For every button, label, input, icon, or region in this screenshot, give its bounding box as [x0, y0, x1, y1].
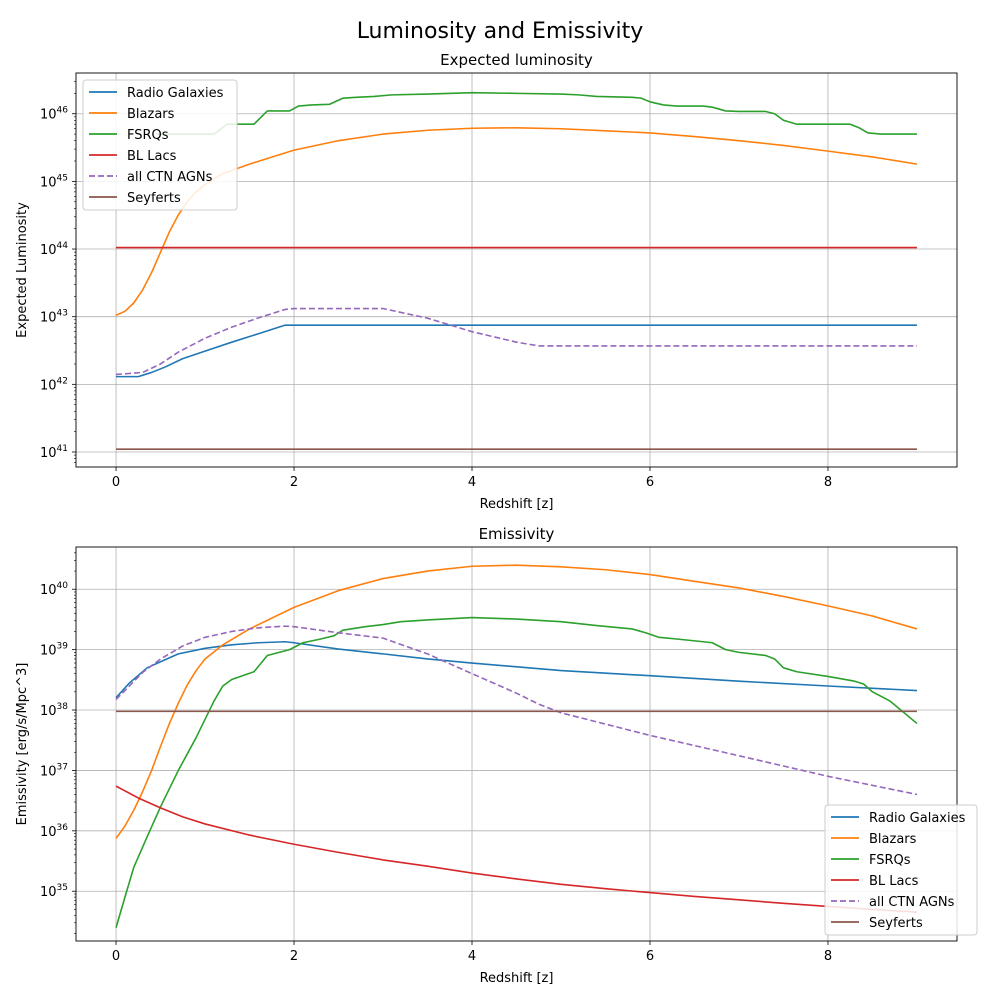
y-tick-label: 1036: [40, 823, 68, 840]
x-tick-label: 2: [290, 475, 298, 490]
chart-panel-1: 0 2 4 6 8 1041 1042 1043 1044 1045 1046 Expected lu…: [15, 51, 958, 512]
x-tick-label: 0: [112, 949, 120, 964]
y-tick-label: 1040: [40, 581, 68, 598]
series-line-fsrqs: [156, 91, 917, 135]
y-tick-label: 1035: [40, 883, 68, 900]
y-tick-label: 1046: [40, 106, 68, 123]
legend-entry: FSRQs: [869, 853, 911, 868]
x-axis-label: Redshift [z]: [480, 971, 554, 986]
series-line-blazars: [115, 126, 918, 316]
legend-entry: Blazars: [127, 107, 175, 122]
x-tick-label: 6: [646, 475, 654, 490]
y-tick-label: 1041: [40, 444, 68, 461]
series-line-bl-lacs: [115, 785, 917, 913]
chart-title: Emissivity: [479, 525, 555, 543]
legend: Radio Galaxies Blazars FSRQs BL Lacs all CTN…: [824, 804, 978, 936]
legend-entry: Radio Galaxies: [127, 86, 224, 101]
legend-entry: BL Lacs: [127, 149, 177, 164]
y-tick-label: 1038: [40, 702, 68, 719]
x-tick-label: 8: [824, 475, 832, 490]
y-tick-label: 1043: [40, 309, 68, 326]
y-tick-label: 1039: [40, 642, 68, 659]
legend-entry: BL Lacs: [869, 874, 919, 889]
chart-panel-2: 0 2 4 6 8 1035 1036 1037 1038 1039 1040 Emissivity R…: [15, 525, 978, 986]
x-tick-label: 6: [646, 949, 654, 964]
legend-entry: all CTN AGNs: [127, 170, 213, 185]
axes-frame: [75, 546, 958, 942]
legend-entry: Radio Galaxies: [869, 811, 966, 826]
legend-entry: all CTN AGNs: [869, 895, 955, 910]
series-line-radio-galaxies: [116, 324, 917, 378]
figure-title: Luminosity and Emissivity: [357, 19, 644, 44]
series-line-fsrqs: [115, 616, 918, 928]
chart-title: Expected luminosity: [440, 51, 593, 69]
x-tick-label: 4: [468, 949, 476, 964]
legend-entry: Seyferts: [869, 916, 923, 931]
y-tick-label: 1044: [40, 241, 68, 258]
legend-entry: Blazars: [869, 832, 917, 847]
series-line-blazars: [115, 564, 918, 839]
y-tick-label: 1037: [40, 762, 68, 779]
legend: Radio Galaxies Blazars FSRQs BL Lacs all CTN…: [82, 79, 238, 211]
legend-entry: Seyferts: [127, 191, 181, 206]
y-axis-label: Emissivity [erg/s/Mpc^3]: [15, 663, 30, 826]
series-line-radio-galaxies: [115, 640, 917, 699]
series-line-all-ctn-agns: [115, 307, 917, 376]
x-tick-label: 4: [468, 475, 476, 490]
x-tick-label: 8: [824, 949, 832, 964]
series-line-all-ctn-agns: [115, 625, 918, 796]
legend-entry: FSRQs: [127, 128, 169, 143]
x-tick-label: 0: [112, 475, 120, 490]
x-axis-label: Redshift [z]: [480, 497, 554, 512]
y-tick-label: 1045: [40, 173, 68, 190]
axes-frame: [75, 72, 958, 468]
x-tick-label: 2: [290, 949, 298, 964]
y-axis-label: Expected Luminosity: [15, 202, 30, 338]
y-tick-label: 1042: [40, 376, 68, 393]
